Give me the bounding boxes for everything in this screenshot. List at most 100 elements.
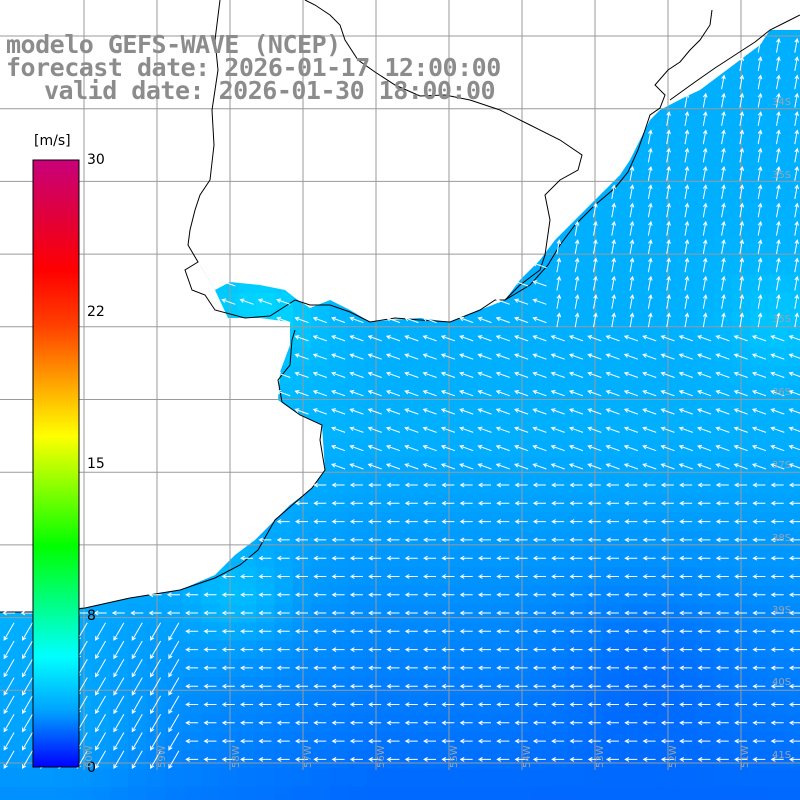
wind-arrow <box>776 37 781 53</box>
wind-arrow <box>349 316 364 324</box>
wind-arrow <box>240 757 254 762</box>
wind-arrow <box>258 665 272 671</box>
wind-arrow <box>495 390 510 397</box>
wind-arrow <box>611 312 616 328</box>
wind-speed-cell <box>384 768 404 788</box>
wind-arrow <box>757 184 763 200</box>
wind-arrow <box>532 390 547 397</box>
wind-arrow <box>221 665 235 671</box>
wind-arrow <box>739 275 745 291</box>
wind-arrow <box>611 294 616 309</box>
wind-speed-cell <box>603 768 623 788</box>
wind-arrow <box>587 463 602 470</box>
wind-arrow <box>203 610 217 616</box>
wind-arrow <box>666 239 671 254</box>
lon-label-51w: 51W <box>740 745 751 768</box>
wind-arrow <box>367 426 382 433</box>
wind-arrow <box>734 610 748 616</box>
wind-arrow <box>185 647 199 653</box>
wind-arrow <box>95 677 107 696</box>
wind-arrow <box>605 444 620 452</box>
wind-arrow <box>770 482 784 488</box>
land-mass-south <box>0 265 325 612</box>
wind-speed-cell <box>786 256 800 276</box>
lat-label-36s-b: 36S <box>772 387 792 398</box>
wind-arrow <box>794 129 799 145</box>
wind-speed-cell <box>603 786 623 800</box>
wind-arrow <box>313 482 327 488</box>
wind-arrow <box>647 294 653 309</box>
wind-arrow <box>739 74 745 90</box>
wind-arrow <box>459 316 474 324</box>
wind-arrow <box>221 628 235 634</box>
wind-arrow <box>794 184 799 200</box>
wind-arrow <box>587 738 601 744</box>
wind-arrow <box>459 519 473 524</box>
wind-arrow <box>514 335 529 342</box>
wind-arrow <box>349 426 364 433</box>
wind-arrow <box>313 574 327 579</box>
wind-arrow <box>3 622 15 641</box>
wind-arrow <box>532 610 546 616</box>
wind-arrow <box>240 683 254 689</box>
wind-arrow <box>203 647 217 653</box>
wind-speed-cell <box>658 768 678 788</box>
wind-arrow <box>349 647 363 653</box>
wind-arrow <box>776 56 781 71</box>
wind-arrow <box>349 555 363 561</box>
wind-arrow <box>770 738 784 744</box>
wind-arrow <box>495 298 510 305</box>
wind-arrow <box>477 390 492 397</box>
wind-arrow <box>702 220 708 236</box>
wind-arrow <box>221 738 235 744</box>
wind-arrow <box>168 622 180 641</box>
colorbar-tick-0: 0 <box>87 760 96 776</box>
wind-arrow <box>587 390 602 397</box>
wind-arrow <box>757 92 763 108</box>
wind-arrow <box>168 659 180 678</box>
wind-arrow <box>623 463 639 470</box>
wind-arrow <box>477 482 491 488</box>
wind-arrow <box>477 665 491 671</box>
wind-arrow <box>752 738 766 744</box>
wind-arrow <box>568 463 584 470</box>
wind-arrow <box>568 353 584 360</box>
wind-arrow <box>150 750 162 769</box>
wind-arrow <box>496 500 510 506</box>
wind-arrow <box>532 500 546 506</box>
wind-arrow <box>514 757 528 762</box>
wind-arrow <box>721 257 726 273</box>
wind-arrow <box>660 702 674 707</box>
wind-arrow <box>240 555 254 561</box>
wind-arrow <box>441 757 455 762</box>
wind-speed-cell <box>768 768 788 788</box>
wind-arrow <box>788 574 800 579</box>
wind-arrow <box>593 239 598 254</box>
wind-arrow <box>185 683 199 689</box>
wind-arrow <box>496 574 510 579</box>
wind-arrow <box>611 239 616 254</box>
wind-arrow <box>666 165 671 181</box>
wind-arrow <box>386 500 400 506</box>
wind-arrow <box>514 574 528 579</box>
wind-arrow <box>679 757 693 762</box>
wind-arrow <box>794 111 799 126</box>
wind-arrow <box>770 757 784 762</box>
wind-arrow <box>678 335 693 342</box>
wind-arrow <box>734 574 748 579</box>
wind-arrow <box>660 555 674 561</box>
wind-arrow <box>331 463 346 470</box>
wind-arrow <box>660 408 675 415</box>
wind-arrow <box>313 628 327 634</box>
wind-arrow <box>702 239 708 254</box>
wind-arrow <box>733 353 748 360</box>
wind-arrow <box>3 713 15 733</box>
wind-arrow <box>752 574 766 579</box>
wind-arrow <box>294 390 309 397</box>
wind-arrow <box>574 220 580 236</box>
wind-arrow <box>276 519 290 524</box>
wind-arrow <box>459 683 473 689</box>
wind-arrow <box>258 592 272 598</box>
wind-arrow <box>739 184 745 200</box>
wind-arrow <box>623 426 639 433</box>
